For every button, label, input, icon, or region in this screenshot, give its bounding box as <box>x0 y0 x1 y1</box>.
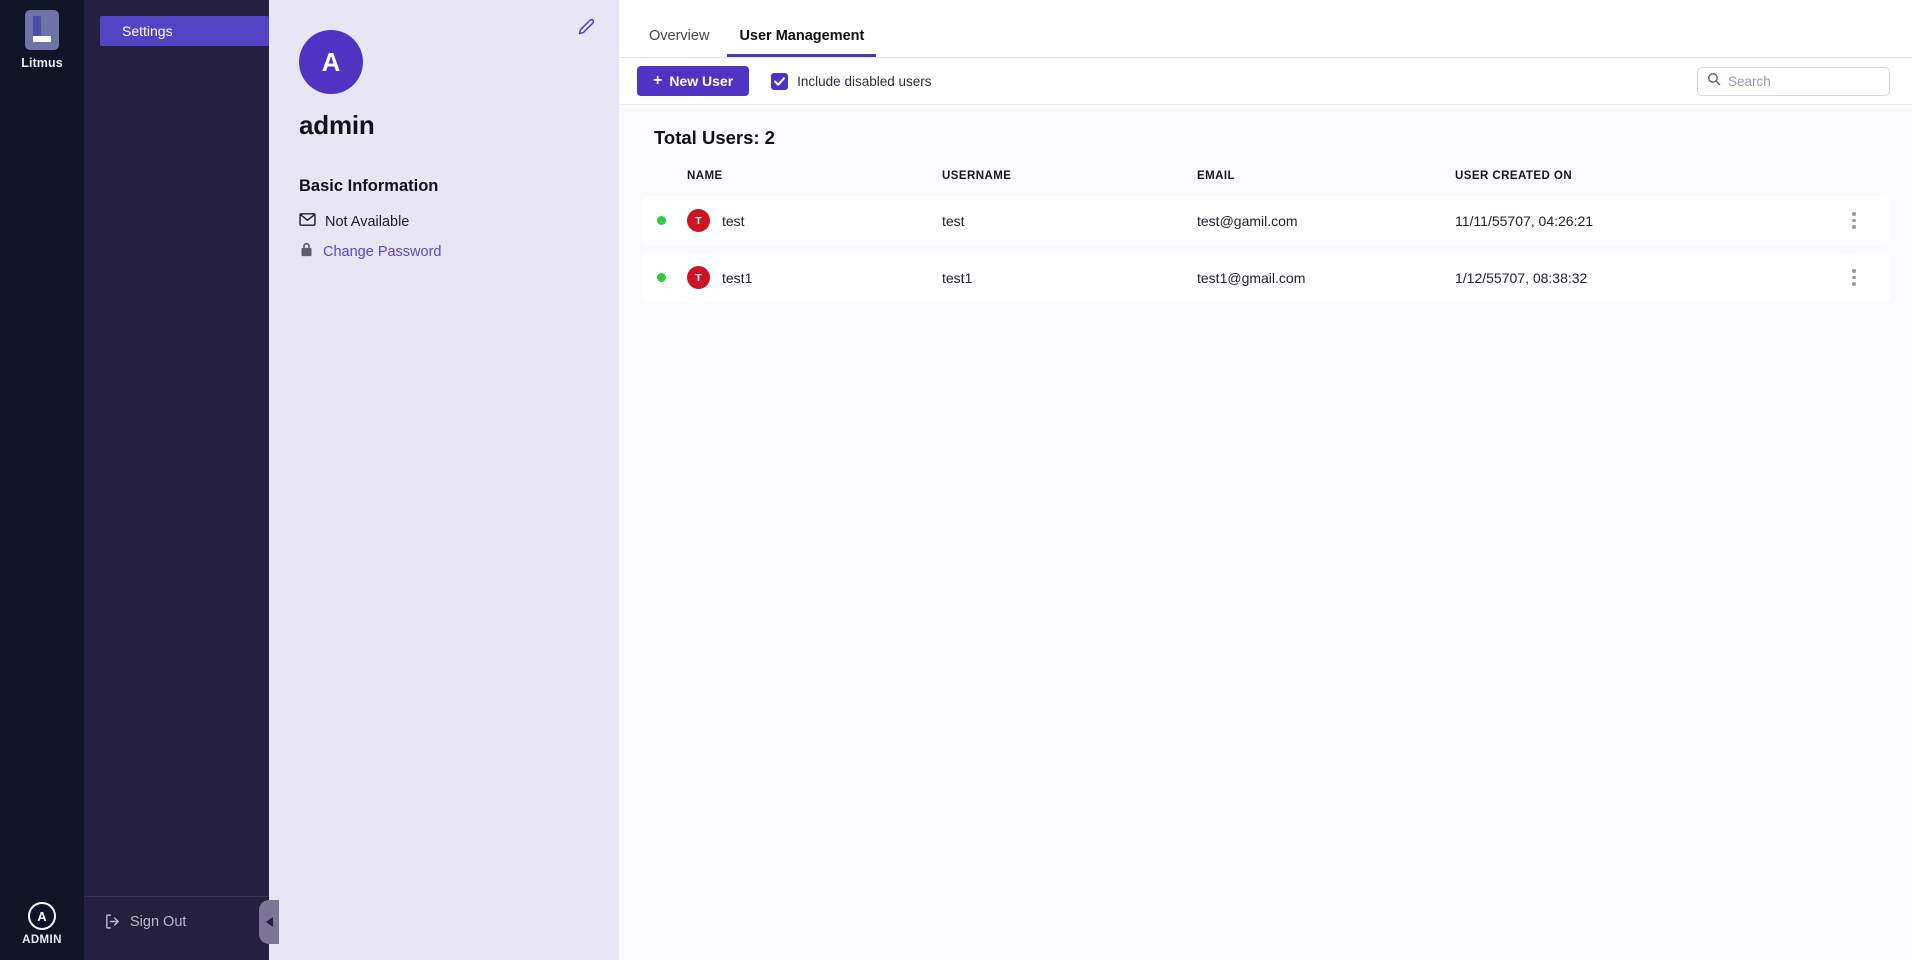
tab-bar: Overview User Management <box>619 0 1912 58</box>
check-icon <box>771 72 789 90</box>
lock-icon <box>299 241 314 262</box>
include-disabled-checkbox[interactable]: Include disabled users <box>771 72 932 90</box>
nav-footer: Sign Out <box>84 896 269 960</box>
sign-out-button[interactable]: Sign Out <box>84 913 269 930</box>
header-email: EMAIL <box>1197 170 1236 182</box>
search-box[interactable] <box>1697 67 1890 96</box>
header-created: USER CREATED ON <box>1455 170 1573 182</box>
row-email: test1@gmail.com <box>1197 253 1455 302</box>
tab-user-management[interactable]: User Management <box>727 28 877 57</box>
rail-brand: Litmus <box>21 0 63 70</box>
basic-information-heading: Basic Information <box>299 177 439 195</box>
row-status-cell <box>641 253 687 302</box>
sidebar-item-label: Settings <box>122 23 173 39</box>
profile-avatar: A <box>299 30 363 94</box>
avatar: A <box>27 902 56 930</box>
search-icon <box>1707 72 1721 91</box>
row-name: test1 <box>722 269 753 286</box>
table-body: T test test test@gamil.com 11/11/55707, … <box>641 196 1890 302</box>
tab-overview-label: Overview <box>649 28 710 44</box>
users-table: NAME USERNAME EMAIL USER CREATED ON <box>641 162 1890 310</box>
users-section: Total Users: 2 NAME USERNAME EMAIL USER … <box>619 105 1912 960</box>
nav-panel: Settings Sign Out <box>84 0 279 960</box>
header-status <box>641 170 687 188</box>
header-username: USERNAME <box>942 170 1012 182</box>
row-status-cell <box>641 196 687 245</box>
avatar: T <box>687 266 710 289</box>
new-user-label: New User <box>669 73 734 89</box>
tab-user-management-label: User Management <box>739 28 865 44</box>
status-badge <box>657 273 666 282</box>
row-name-cell: T test1 <box>687 253 942 302</box>
plus-icon: + <box>653 72 663 89</box>
email-value: Not Available <box>325 213 410 230</box>
sidebar-collapse-button[interactable] <box>259 900 279 944</box>
header-name: NAME <box>687 170 723 182</box>
header-menu <box>1834 170 1890 188</box>
total-users-label: Total Users: 2 <box>654 127 775 148</box>
sign-out-label: Sign Out <box>130 913 187 930</box>
sidebar-item-settings[interactable]: Settings <box>100 16 269 46</box>
user-role-label: ADMIN <box>22 934 62 946</box>
row-menu-cell <box>1834 196 1890 245</box>
row-username: test <box>942 196 1197 245</box>
new-user-button[interactable]: + New User <box>637 66 750 96</box>
table-row[interactable]: T test1 test1 test1@gmail.com 1/12/55707… <box>641 253 1890 302</box>
profile-panel: A admin Basic Information Not Available … <box>269 0 619 960</box>
brand-label: Litmus <box>21 56 63 70</box>
status-badge <box>657 216 666 225</box>
chevron-left-icon <box>265 917 273 927</box>
tab-overview[interactable]: Overview <box>637 28 721 57</box>
book-icon <box>24 10 59 50</box>
toolbar: + New User Include disabled users <box>619 58 1912 105</box>
row-created: 11/11/55707, 04:26:21 <box>1455 196 1834 245</box>
pencil-icon[interactable] <box>578 18 595 40</box>
table-header: NAME USERNAME EMAIL USER CREATED ON <box>641 170 1890 188</box>
row-email: test@gamil.com <box>1197 196 1455 245</box>
icon-rail: Litmus A ADMIN <box>0 0 84 960</box>
sign-out-icon <box>104 913 121 930</box>
include-disabled-label: Include disabled users <box>797 73 932 89</box>
avatar: T <box>687 209 710 232</box>
kebab-menu-icon[interactable] <box>1834 212 1890 229</box>
change-password-row[interactable]: Change Password <box>299 241 589 262</box>
row-menu-cell <box>1834 253 1890 302</box>
change-password-link[interactable]: Change Password <box>323 243 442 260</box>
search-input[interactable] <box>1728 74 1880 89</box>
page-title: admin <box>299 110 375 140</box>
kebab-menu-icon[interactable] <box>1834 269 1890 286</box>
row-name: test <box>722 212 745 229</box>
email-row: Not Available <box>299 212 589 231</box>
row-created: 1/12/55707, 08:38:32 <box>1455 253 1834 302</box>
row-username: test1 <box>942 253 1197 302</box>
rail-user[interactable]: A ADMIN <box>22 902 62 960</box>
envelope-icon <box>299 212 316 231</box>
main-content: Overview User Management + New User Incl… <box>619 0 1912 960</box>
table-row[interactable]: T test test test@gamil.com 11/11/55707, … <box>641 196 1890 245</box>
nav-list: Settings <box>84 0 269 46</box>
row-name-cell: T test <box>687 196 942 245</box>
